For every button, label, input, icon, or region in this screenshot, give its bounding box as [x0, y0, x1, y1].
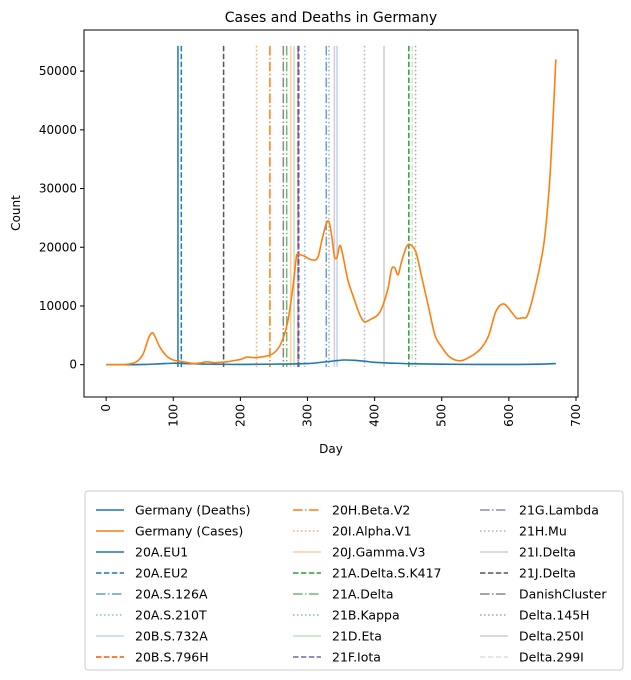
legend-label-12: 21A.Delta: [332, 587, 394, 602]
y-axis-ticks: 0 10000 20000 30000 40000 50000: [39, 64, 84, 372]
legend-label-7: 20B.S.796H: [135, 650, 209, 665]
legend-label-9: 20I.Alpha.V1: [332, 524, 412, 539]
series-lines: [106, 59, 557, 366]
x-tick-label-2: 200: [233, 404, 247, 427]
x-tick-label-3: 300: [301, 404, 315, 427]
legend-label-18: 21I.Delta: [519, 545, 576, 560]
legend-label-13: 21B.Kappa: [332, 608, 400, 623]
legend-label-2: 20A.EU1: [135, 545, 188, 560]
legend-frame: [84, 490, 624, 671]
legend-label-8: 20H.Beta.V2: [332, 503, 410, 518]
y-axis-label: Count: [9, 195, 23, 231]
legend-label-23: Delta.299I: [519, 650, 584, 665]
y-tick-label-0: 0: [69, 358, 77, 372]
y-tick-label-5: 50000: [39, 64, 77, 78]
legend-label-17: 21H.Mu: [519, 524, 567, 539]
legend-label-11: 21A.Delta.S.K417: [332, 566, 442, 581]
series-line-0: [106, 359, 556, 366]
legend-label-21: Delta.145H: [519, 608, 590, 623]
x-tick-label-6: 600: [502, 404, 516, 427]
legend-items: Germany (Deaths) Germany (Cases) 20A.EU1 20…: [96, 503, 607, 665]
legend-label-14: 21D.Eta: [332, 629, 382, 644]
legend-label-0: Germany (Deaths): [135, 503, 251, 518]
legend-label-6: 20B.S.732A: [135, 629, 208, 644]
series-line-1: [106, 59, 557, 366]
legend-label-16: 21G.Lambda: [519, 503, 599, 518]
y-tick-label-4: 40000: [39, 123, 77, 137]
legend-label-5: 20A.S.210T: [135, 608, 207, 623]
legend-label-4: 20A.S.126A: [135, 587, 208, 602]
plot-area: [83, 29, 579, 398]
legend: Germany (Deaths) Germany (Cases) 20A.EU1 20…: [84, 490, 624, 671]
variant-lines: [177, 45, 417, 368]
x-tick-label-7: 700: [569, 404, 583, 427]
x-tick-label-0: 0: [99, 404, 113, 412]
plot-border: [83, 29, 579, 398]
x-tick-label-4: 400: [368, 404, 382, 427]
legend-label-20: DanishCluster: [519, 587, 607, 602]
chart-title: Cases and Deaths in Germany: [225, 10, 437, 26]
legend-label-22: Delta.250I: [519, 629, 584, 644]
legend-label-3: 20A.EU2: [135, 566, 188, 581]
x-tick-label-5: 500: [435, 404, 449, 427]
x-tick-label-1: 100: [166, 404, 180, 427]
x-axis-ticks: 0 100 200 300 400 500 600 700: [99, 397, 583, 427]
y-tick-label-2: 20000: [39, 240, 77, 254]
legend-label-1: Germany (Cases): [135, 524, 243, 539]
plot-frame: [84, 30, 578, 397]
legend-label-15: 21F.Iota: [332, 650, 381, 665]
y-tick-label-3: 30000: [39, 182, 77, 196]
x-axis-label: Day: [319, 442, 343, 456]
legend-label-10: 20J.Gamma.V3: [332, 545, 425, 560]
legend-label-19: 21J.Delta: [519, 566, 576, 581]
y-tick-label-1: 10000: [39, 299, 77, 313]
